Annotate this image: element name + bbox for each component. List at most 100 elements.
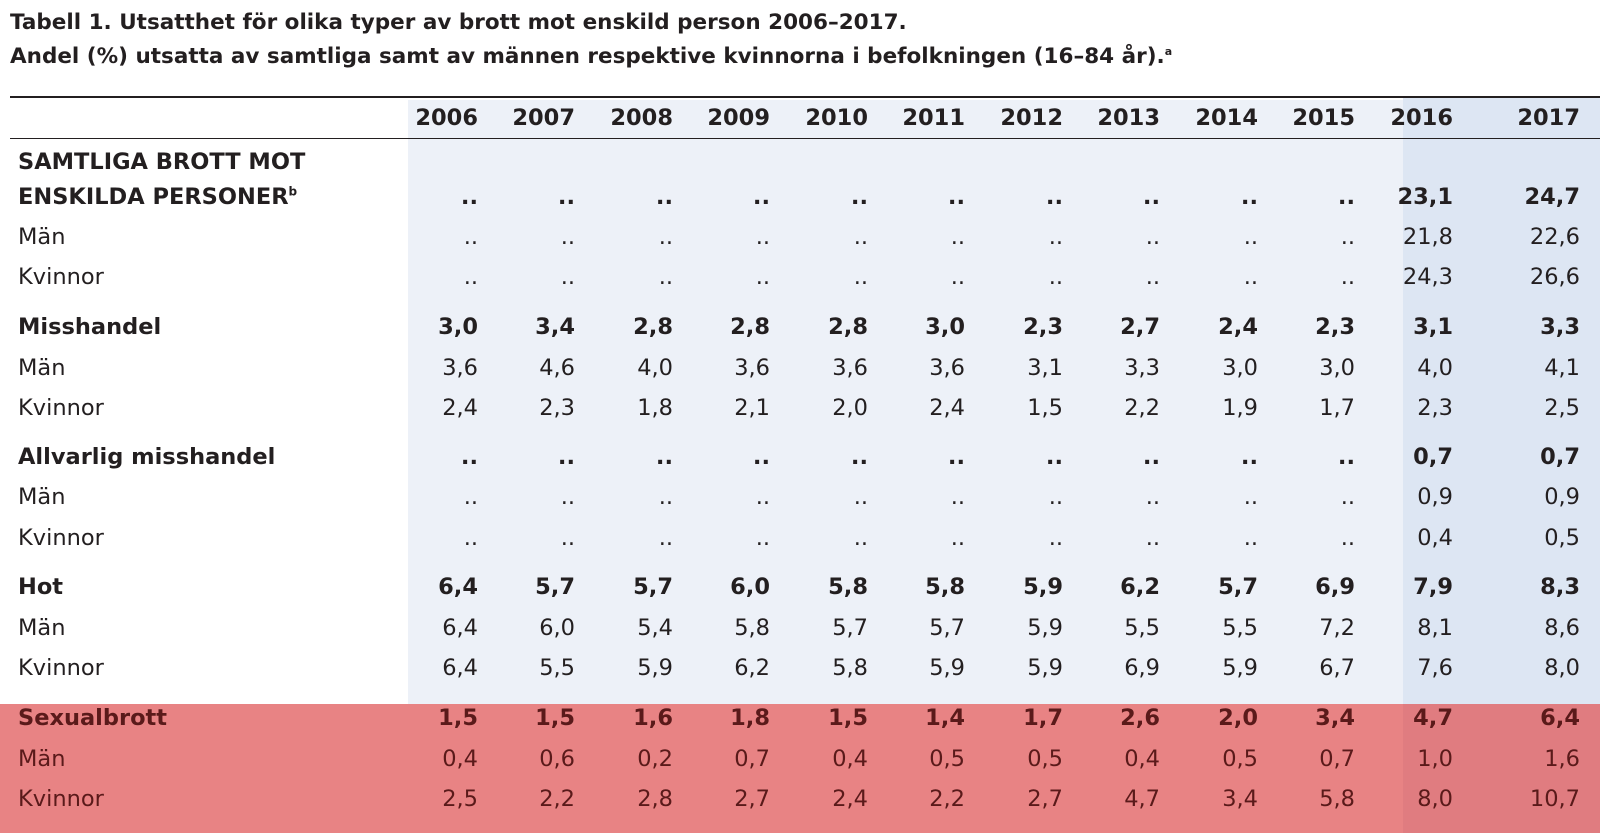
table-cell: 0,7 — [1319, 746, 1355, 772]
row-label: Män — [18, 615, 66, 641]
table-cell: 26,6 — [1529, 264, 1580, 290]
table-cell: .. — [1048, 264, 1063, 290]
table-cell: 24,3 — [1402, 264, 1453, 290]
table-cell: .. — [1240, 184, 1258, 210]
group-label-line-1: SAMTLIGA BROTT MOT — [18, 149, 306, 175]
table-cell: 3,4 — [1222, 786, 1258, 812]
table-cell: 1,4 — [925, 705, 965, 731]
year-header-2007: 2007 — [512, 105, 575, 131]
table-cell: 3,6 — [832, 355, 868, 381]
year-header-2013: 2013 — [1097, 105, 1160, 131]
table-cell: 3,0 — [925, 314, 965, 340]
table-cell: 2,3 — [1417, 395, 1453, 421]
table-cell: .. — [557, 184, 575, 210]
table-cell: .. — [950, 224, 965, 250]
table-cell: 5,8 — [832, 655, 868, 681]
table-cell: 3,0 — [438, 314, 478, 340]
table-cell: 5,5 — [1222, 615, 1258, 641]
table-cell: .. — [560, 525, 575, 551]
table-cell: 10,7 — [1529, 786, 1580, 812]
table-cell: .. — [950, 264, 965, 290]
table-cell: 21,8 — [1402, 224, 1453, 250]
row-label: Män — [18, 746, 66, 772]
table-cell: .. — [1145, 525, 1160, 551]
row-label: Män — [18, 484, 66, 510]
table-cell: .. — [752, 184, 770, 210]
table-row: Män 0,4 0,6 0,2 0,7 0,4 0,5 0,5 0,4 0,5 0,7 1,0 1,6 — [0, 739, 1600, 779]
table-cell: 3,0 — [1319, 355, 1355, 381]
table-cell: 7,6 — [1417, 655, 1453, 681]
table-row: Hot 6,4 5,7 5,7 6,0 5,8 5,8 5,9 6,2 5,7 6,9 7,9 8,3 — [0, 567, 1600, 607]
table-cell: .. — [755, 224, 770, 250]
table-cell: 5,9 — [637, 655, 673, 681]
table-cell: 1,5 — [535, 705, 575, 731]
table-cell: 0,5 — [1027, 746, 1063, 772]
row-label: Män — [18, 355, 66, 381]
table-cell: .. — [1243, 264, 1258, 290]
table-row: Kvinnor 6,4 5,5 5,9 6,2 5,8 5,9 5,9 6,9 5,9 6,7 7,6… — [0, 648, 1600, 688]
table-top-rule — [10, 96, 1600, 98]
table-cell: 2,8 — [828, 314, 868, 340]
table-cell: 5,9 — [1222, 655, 1258, 681]
row-label: Män — [18, 224, 66, 250]
table-cell: .. — [1145, 224, 1160, 250]
table-cell: .. — [1045, 444, 1063, 470]
table-cell: 3,0 — [1222, 355, 1258, 381]
table-cell: .. — [1145, 484, 1160, 510]
table-row: Sexualbrott 1,5 1,5 1,6 1,8 1,5 1,4 1,7 2,6 2,0 3,… — [0, 698, 1600, 738]
group-label-row: SAMTLIGA BROTT MOT — [0, 142, 1600, 182]
table-cell: .. — [560, 484, 575, 510]
table-cell: 8,3 — [1540, 574, 1580, 600]
table-cell: .. — [658, 224, 673, 250]
table-cell: .. — [658, 484, 673, 510]
row-label: Kvinnor — [18, 655, 104, 681]
table-cell: 4,6 — [539, 355, 575, 381]
table-cell: 2,4 — [929, 395, 965, 421]
table-cell: 5,8 — [1319, 786, 1355, 812]
group-label-line-2: ENSKILDA PERSONER — [18, 184, 289, 210]
table-cell: 3,3 — [1540, 314, 1580, 340]
table-cell: 2,2 — [929, 786, 965, 812]
table-cell: 1,5 — [1027, 395, 1063, 421]
year-header-2015: 2015 — [1292, 105, 1355, 131]
table-cell: .. — [850, 184, 868, 210]
table-cell: 1,0 — [1417, 746, 1453, 772]
table-title: Tabell 1. Utsatthet för olika typer av b… — [10, 6, 1172, 74]
table-cell: 6,7 — [1319, 655, 1355, 681]
table-cell: 5,8 — [734, 615, 770, 641]
table-cell: 3,1 — [1413, 314, 1453, 340]
table-cell: 0,7 — [734, 746, 770, 772]
table-cell: 0,9 — [1417, 484, 1453, 510]
year-header-2017: 2017 — [1517, 105, 1580, 131]
title-line-1: Tabell 1. Utsatthet för olika typer av b… — [10, 10, 907, 35]
table-cell: 7,2 — [1319, 615, 1355, 641]
row-label: Kvinnor — [18, 786, 104, 812]
table-cell: .. — [463, 484, 478, 510]
table-cell: 8,1 — [1417, 615, 1453, 641]
table-cell: 1,7 — [1319, 395, 1355, 421]
table-cell: 3,6 — [734, 355, 770, 381]
table-row: Allvarlig misshandel....................… — [0, 437, 1600, 477]
table-cell: 2,7 — [1027, 786, 1063, 812]
table-cell: 2,3 — [1023, 314, 1063, 340]
table-cell: .. — [755, 525, 770, 551]
table-cell: .. — [1340, 264, 1355, 290]
table-cell: 2,3 — [539, 395, 575, 421]
table-cell: 24,7 — [1524, 184, 1580, 210]
table-cell: .. — [1337, 444, 1355, 470]
table-cell: 6,4 — [442, 615, 478, 641]
table-cell: 0,4 — [832, 746, 868, 772]
table-cell: .. — [463, 525, 478, 551]
row-label: Kvinnor — [18, 395, 104, 421]
table-cell: 2,8 — [633, 314, 673, 340]
table-cell: 8,0 — [1417, 786, 1453, 812]
table-cell: 3,4 — [1315, 705, 1355, 731]
table-cell: .. — [463, 264, 478, 290]
table-cell: 2,7 — [1120, 314, 1160, 340]
table-cell: 5,7 — [832, 615, 868, 641]
table-cell: .. — [1243, 224, 1258, 250]
table-cell: .. — [463, 224, 478, 250]
table-cell: .. — [1145, 264, 1160, 290]
table-cell: .. — [755, 264, 770, 290]
table-cell: .. — [752, 444, 770, 470]
